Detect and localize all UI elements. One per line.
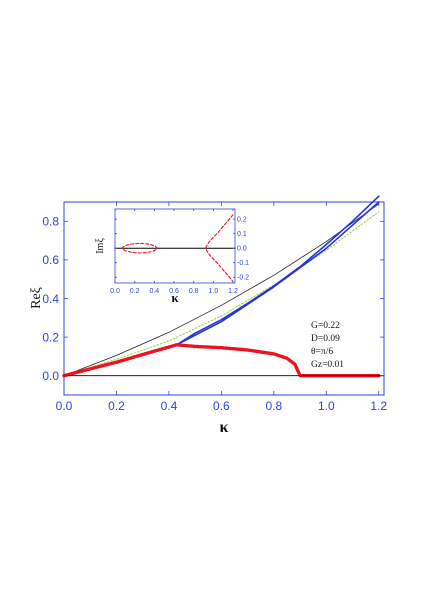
- annotation-theta: θ=π/6: [311, 347, 333, 357]
- main-y-axis-title: Reξ: [29, 287, 44, 309]
- main-series-group: [62, 195, 385, 378]
- inset-plot-frame: [114, 208, 236, 284]
- inset-y-tick-label: 0.1: [237, 231, 247, 238]
- main-series-thin-black-0: [63, 203, 380, 377]
- main-y-tick-label: 0.2: [42, 330, 59, 344]
- inset-x-tick-label: 0.2: [130, 288, 140, 295]
- inset-x-tick-label: 0.6: [169, 288, 179, 295]
- inset-plot-background: [112, 206, 238, 286]
- inset-y-tick-label: 0.2: [237, 217, 247, 224]
- inset-plot: 0.0 0.2 0.4 0.6 0.8 1.0 1.2 -0.2 -0.1 0.0 0.1 0.2 κ…: [95, 206, 249, 305]
- main-x-tick-label: 0.0: [56, 399, 73, 413]
- main-axis-ticks: 0.0 0.2 0.4 0.6 0.8 1.0 1.2 0.0 0.2 0.4 0.6 0.8: [42, 202, 387, 413]
- inset-y-axis-title: Imξ: [95, 238, 106, 254]
- main-x-tick-label: 0.6: [213, 399, 230, 413]
- inset-x-tick-label: 0.8: [189, 288, 199, 295]
- main-x-tick-label: 1.0: [318, 399, 335, 413]
- inset-x-tick-label: 0.0: [110, 288, 120, 295]
- main-series-dotted-green-1: [63, 211, 380, 377]
- parameter-annotations: G=0.22 D=0.09 θ=π/6 Gz=0.01: [311, 321, 344, 370]
- inset-x-tick-label: 0.4: [149, 288, 159, 295]
- inset-series-group: [114, 214, 236, 283]
- main-plot: 0.0 0.2 0.4 0.6 0.8 1.0 1.2 0.0 0.2 0.4 0.6 0.8 κ R…: [29, 195, 387, 436]
- main-x-tick-label: 0.4: [161, 399, 178, 413]
- inset-axis-ticks: 0.0 0.2 0.4 0.6 0.8 1.0 1.2 -0.2 -0.1 0.0 0.1 0.2: [110, 209, 249, 295]
- inset-series-dashed-red-1: [121, 242, 158, 254]
- main-y-tick-label: 0.4: [42, 292, 59, 306]
- main-x-tick-label: 0.2: [108, 399, 125, 413]
- inset-y-tick-label: 0.0: [237, 246, 247, 253]
- main-x-tick-label: 0.8: [265, 399, 282, 413]
- inset-y-tick-label: -0.1: [237, 260, 249, 267]
- main-y-tick-label: 0.6: [42, 253, 59, 267]
- inset-x-axis-title: κ: [171, 290, 179, 305]
- inset-x-tick-label: 1.0: [208, 288, 218, 295]
- main-y-tick-label: 0.0: [42, 369, 59, 383]
- inset-x-tick-label: 1.2: [228, 288, 238, 295]
- main-series-solid-blue-3: [176, 195, 380, 346]
- annotation-d: D=0.09: [311, 334, 340, 344]
- inset-series-dashed-red-2: [204, 214, 234, 283]
- main-x-axis-title: κ: [220, 419, 229, 436]
- inset-y-tick-label: -0.2: [237, 275, 249, 282]
- annotation-gz: Gz=0.01: [311, 360, 344, 370]
- annotation-g: G=0.22: [311, 321, 340, 331]
- main-x-tick-label: 1.2: [370, 399, 387, 413]
- main-y-tick-label: 0.8: [42, 215, 59, 229]
